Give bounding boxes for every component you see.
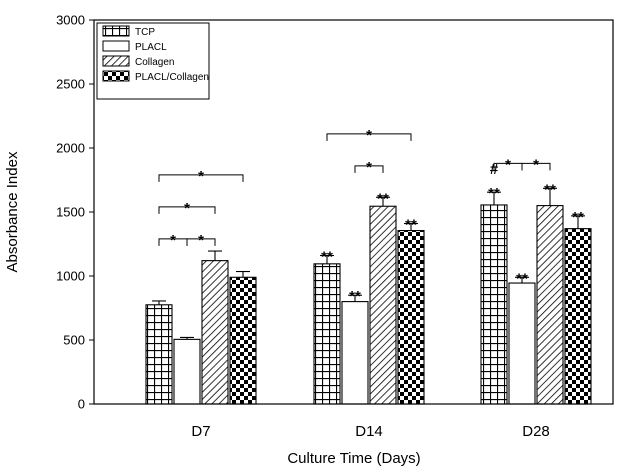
y-tick-label: 1000: [56, 269, 85, 284]
y-axis-title: Absorbance Index: [4, 151, 21, 272]
y-tick-label: 1500: [56, 205, 85, 220]
bracket-star: *: [533, 156, 539, 173]
legend-label: PLACL: [135, 42, 167, 53]
y-tick-label: 500: [63, 333, 85, 348]
y-axis-ticks: 0 500 1000 1500 2000 2500 3000: [56, 13, 94, 412]
y-tick-label: 2000: [56, 141, 85, 156]
bracket-star: *: [366, 159, 372, 176]
legend: TCP PLACL Collagen PLACL/Collagen: [96, 22, 210, 100]
bracket-star: *: [184, 200, 190, 217]
bar: [229, 276, 257, 405]
x-category-label: D14: [355, 423, 383, 440]
bar: [173, 338, 201, 405]
legend-swatch: [102, 25, 130, 37]
bracket-star: *: [505, 156, 511, 173]
significance-annotation: **: [349, 288, 361, 305]
significance-annotation: **: [488, 185, 500, 202]
bar: [145, 304, 173, 405]
y-tick-label: 0: [78, 397, 85, 412]
significance-bracket: [354, 165, 384, 173]
legend-label: PLACL/Collagen: [135, 72, 209, 83]
legend-swatch: [102, 40, 130, 52]
bar: [508, 282, 536, 405]
legend-swatch: [102, 70, 130, 82]
plot-frame: [93, 19, 614, 405]
y-tick-label: 2500: [56, 77, 85, 92]
bracket-star: *: [198, 232, 204, 249]
bar: [313, 263, 341, 405]
bar: [536, 205, 564, 405]
bar: [369, 205, 397, 405]
bar: [564, 228, 592, 405]
significance-annotation: **: [572, 209, 584, 226]
significance-bracket: [186, 238, 216, 246]
x-axis-labels: D7 D14 D28: [191, 423, 549, 440]
bracket-star: *: [366, 127, 372, 144]
significance-bracket: [326, 133, 412, 141]
y-tick-label: 3000: [56, 13, 85, 28]
significance-annotation: **: [321, 249, 333, 266]
bar: [341, 301, 369, 405]
bracket-layer: * ****** *: [158, 127, 551, 249]
bracket-star: *: [170, 232, 176, 249]
significance-annotation: **: [544, 181, 556, 198]
x-axis-title: Culture Time (Days): [287, 450, 420, 467]
significance-bracket: [521, 162, 551, 171]
legend-label: TCP: [135, 27, 155, 38]
bar: [480, 204, 508, 405]
bar: [201, 260, 229, 405]
bar: [397, 230, 425, 405]
significance-annotation: **: [405, 217, 417, 234]
legend-label: Collagen: [135, 57, 174, 68]
significance-bracket: [158, 206, 216, 214]
significance-annotation: **: [516, 270, 528, 287]
bar-layer: [145, 187, 592, 405]
significance-annotation: **: [377, 190, 389, 207]
legend-swatch: [102, 55, 130, 67]
significance-bracket: [158, 174, 244, 182]
x-category-label: D7: [191, 423, 210, 440]
x-category-label: D28: [522, 423, 550, 440]
bracket-star: *: [198, 168, 204, 185]
